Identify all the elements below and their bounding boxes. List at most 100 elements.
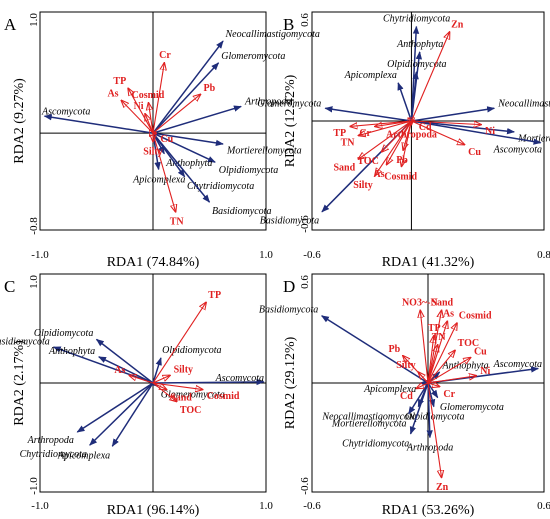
env-label-cd: Cd [400,391,413,402]
env-label-ni: Ni [485,126,495,137]
env-label-sand: Sand [333,162,355,173]
x-axis-title: RDA1 (41.32%) [382,255,475,270]
env-arrow-as [121,100,154,134]
env-arrow-as [129,375,154,384]
species-label-neocallimastigomycota: Neocallimastigomycota [321,411,416,422]
y-axis-title: RDA2 (29.12%) [283,336,298,429]
env-arrow-cosmid [152,382,203,390]
panel-letter: D [283,277,295,296]
species-label-olpidiomycota: Olpidiomycota [162,345,221,356]
env-label-silty: Silty [174,365,193,376]
env-label-toc: TOC [458,338,480,349]
env-arrow-tn [152,132,176,212]
env-arrow-pb [152,94,200,134]
species-arrow-chytridiomycota [409,382,429,435]
env-arrow-tp [152,302,206,384]
species-label-mortierellomycota: Mortierellomycota [226,146,302,157]
env-arrow-no3-n [420,310,429,384]
species-arrow-mortierellomycota [411,120,515,135]
env-arrow-cu [411,120,464,145]
species-arrow-anthophyta [98,356,154,384]
biplot-marks: Chytridiomycota Anthophyta OlpidiomycotaAp… [257,12,550,230]
species-arrow-olpidiomycota [95,338,154,384]
env-arrow-cosmid [401,120,412,166]
y-tick-max: 0.6 [299,13,311,27]
species-label-ascomycota: Ascomycota [493,144,542,155]
env-arrow-toc [382,120,412,152]
env-label-cr: Cr [159,50,171,61]
species-label-ascomycota: Ascomycota [215,373,264,384]
env-label-silty: Silty [353,180,372,191]
species-label-ascomycota: Ascomycota [41,107,90,118]
env-arrow-tn [358,120,412,136]
species-label-apicomplexa: Apicomplexa [363,384,416,395]
species-label-basidiomycota: Basidiomycota [260,216,319,227]
species-label-olpidiomycota: Olpidiomycota [34,328,93,339]
env-label-arthropoda: Arthropoda [386,130,437,141]
species-label-glomeromycota: Glomeromycota [221,51,285,62]
y-tick-min: -0.6 [299,215,311,233]
species-arrow-basidiomycota [320,315,429,384]
species-arrow-neocallimastigomycota [411,106,496,122]
species-arrow-glomeromycota [427,382,439,399]
env-arrow-silty [418,372,429,384]
y-axis-title: RDA2 (9.27%) [12,78,27,164]
species-arrow-apicomplexa [397,82,413,122]
env-label-toc: TOC [357,156,379,167]
env-label-cr: Cr [443,389,455,400]
species-label-glomeromycota: Glomeromycota [161,390,225,401]
env-arrow-as [387,120,412,165]
biplot-marks: NeocallimastigomycotaGlomeromycotaArthro… [40,12,320,230]
species-label-mortierellomycota: Mortierellomycota [517,133,550,144]
env-arrow-cr [152,63,164,134]
species-label-anthophyta: Anthophyta [442,360,489,371]
env-arrow-ni [411,121,481,125]
species-arrow-mortierellomycota [408,382,429,415]
species-label-glomeromycota: Glomeromycota [257,99,321,110]
env-label-pb: Pb [388,344,400,355]
x-tick-min: -0.6 [303,500,321,512]
env-arrow-cr [427,383,440,387]
species-label-apicomplexa: Apicomplexa [132,174,185,185]
species-arrow-chytridiomycota [89,382,154,446]
env-arrow-tp [128,88,154,134]
env-arrow-tn [427,345,438,384]
x-tick-min: -1.0 [31,249,49,261]
x-tick-max: 1.0 [259,500,273,512]
x-tick-max: 0.8 [537,249,550,261]
env-label-ni: Ni [134,101,144,112]
env-label-cosmid: Cosmid [459,310,492,321]
env-label-cosmid: Cosmid [131,90,164,101]
species-label-chytridiomycota: Chytridiomycota [342,439,409,450]
x-axis-title: RDA1 (96.14%) [107,503,200,518]
env-label-cu: Cu [468,147,481,158]
env-arrow-cosmid [427,323,457,384]
species-label-olpidiomycota: Olpidiomycota [405,412,464,423]
env-label-tp: TP [113,76,126,87]
species-label-anthophyta: Anthophyta [165,158,212,169]
species-label-anthophyta: Anthophyta [396,39,443,50]
species-label-mortierellomycota: Mortierellomycota [331,418,407,429]
species-arrow-olpidiomycota [152,357,162,384]
species-arrow-apicomplexa [111,382,154,447]
species-label-basidiomycota: Basidiomycota [0,337,50,348]
env-label-tn: TN [341,138,356,149]
species-arrow-ascomycota [43,114,154,134]
env-label-tp: TP [208,290,221,301]
y-axis-title: RDA2 (2.17%) [12,340,27,426]
species-label-basidiomycota: Basidiomycota [259,305,318,316]
y-axis-title: RDA2 (12.42%) [283,74,298,167]
env-arrow-silty [152,375,170,384]
env-label-as: As [443,308,454,319]
env-label-tp: TP [333,128,346,139]
species-label-anthophyta: Anthophyta [48,346,95,357]
env-label-cosmid: Cosmid [207,391,240,402]
panel-letter: A [4,15,17,34]
species-label-chytridiomycota: Chytridiomycota [383,14,450,25]
species-arrow-neocallimastigomycota [152,40,224,134]
y-tick-min: -1.0 [28,477,40,495]
env-label-cu: Cu [474,347,487,358]
env-label-zn: Zn [436,482,449,493]
panel-letter: B [283,15,294,34]
x-axis-title: RDA1 (74.84%) [107,255,200,270]
